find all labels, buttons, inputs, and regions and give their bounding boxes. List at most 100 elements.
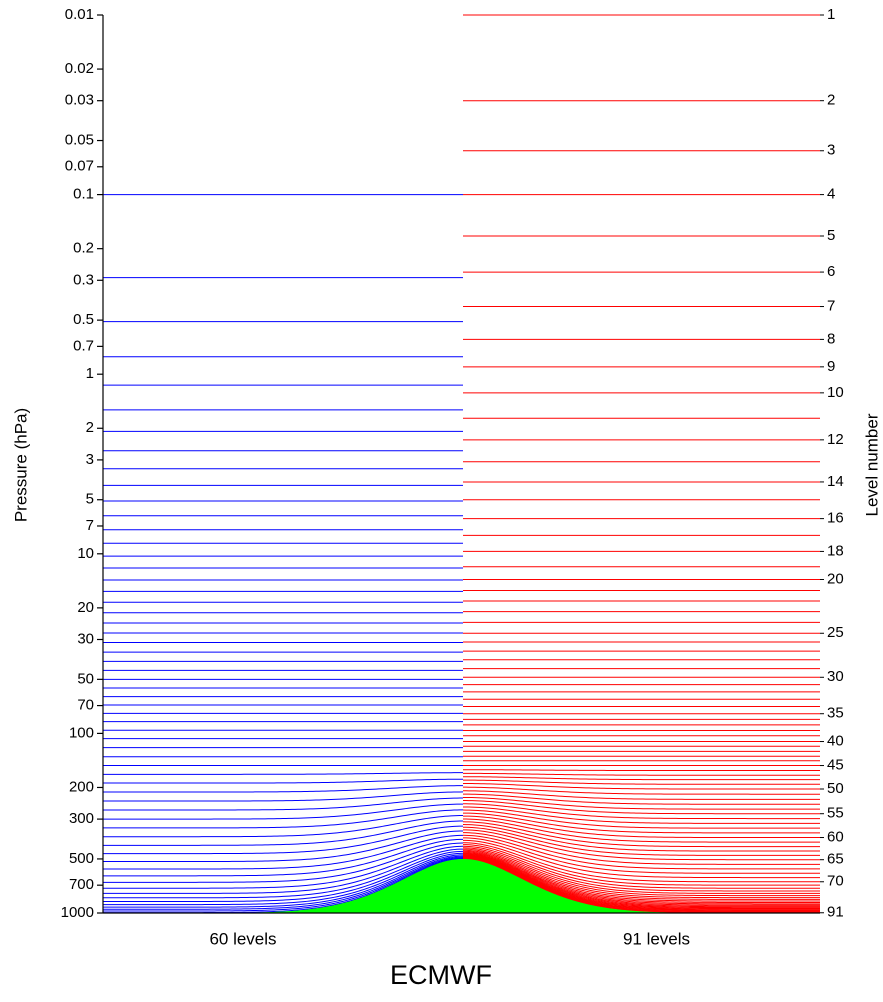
level-line	[462, 842, 820, 883]
level-line	[462, 815, 820, 839]
level-line	[462, 851, 820, 900]
level-line	[462, 854, 820, 906]
level-line	[462, 855, 820, 907]
level-line	[463, 783, 820, 790]
y2-tick-label: 65	[827, 851, 844, 868]
level-line	[103, 778, 464, 784]
level-line	[462, 850, 820, 899]
y2-tick-label: 14	[827, 473, 844, 490]
level-line	[462, 837, 820, 874]
y-tick-label: 0.02	[65, 60, 94, 77]
level-line	[462, 832, 820, 865]
y2-tick-label: 91	[827, 904, 844, 921]
y-tick-label: 1	[86, 365, 94, 382]
level-line	[462, 848, 820, 894]
y-tick-label: 100	[69, 724, 94, 741]
y-tick-label: 20	[77, 599, 94, 616]
level-line	[103, 797, 464, 811]
y-tick-label: 70	[77, 697, 94, 714]
level-line	[103, 815, 464, 838]
y2-tick-label: 9	[827, 358, 835, 375]
level-line	[462, 834, 820, 870]
level-line	[462, 849, 820, 897]
level-line	[462, 806, 820, 824]
level-line	[103, 772, 463, 775]
level-line	[462, 856, 820, 909]
level-line	[103, 820, 464, 846]
y2-tick-label: 3	[827, 142, 835, 159]
y-tick-label: 0.5	[73, 311, 94, 328]
y2-tick-label: 4	[827, 186, 835, 203]
y-tick-label: 1000	[61, 904, 94, 921]
y2-axis-label: Level number	[862, 413, 881, 516]
level-line	[103, 850, 464, 899]
y2-tick-label: 18	[827, 542, 844, 559]
y-tick-label: 200	[69, 778, 94, 795]
level-line	[462, 856, 820, 910]
level-line	[462, 793, 820, 805]
y-tick-label: 3	[86, 451, 94, 468]
y-tick-label: 0.05	[65, 132, 94, 149]
level-line	[103, 845, 464, 889]
y2-tick-label: 7	[827, 298, 835, 315]
y-tick-label: 30	[77, 630, 94, 647]
level-line	[462, 826, 820, 856]
level-line	[462, 824, 820, 852]
caption: ECMWF	[390, 960, 492, 990]
level-line	[462, 800, 820, 815]
level-line	[462, 790, 820, 800]
y-tick-label: 0.3	[73, 271, 94, 288]
y2-tick-label: 5	[827, 227, 835, 244]
y-tick-label: 0.2	[73, 240, 94, 257]
level-line	[103, 848, 464, 894]
level-line	[462, 847, 820, 892]
level-line	[463, 779, 820, 785]
y-tick-label: 0.1	[73, 186, 94, 203]
y2-tick-label: 16	[827, 510, 844, 527]
level-line	[462, 812, 820, 834]
level-line	[103, 857, 464, 912]
level-line	[462, 844, 820, 886]
level-line	[103, 834, 464, 870]
level-line	[103, 855, 464, 908]
level-line	[462, 829, 820, 861]
y-axis-label: Pressure (hPa)	[11, 408, 30, 522]
level-line	[103, 838, 464, 877]
level-line	[462, 821, 820, 848]
level-line	[462, 839, 820, 879]
y2-tick-label: 25	[827, 624, 844, 641]
y-tick-label: 0.07	[65, 158, 94, 175]
level-line	[462, 803, 820, 820]
y-tick-label: 500	[69, 850, 94, 867]
level-line	[462, 853, 820, 903]
y2-tick-label: 10	[827, 384, 844, 401]
level-line	[462, 845, 820, 889]
y-tick-label: 2	[86, 419, 94, 436]
y2-tick-label: 1	[827, 6, 835, 23]
level-line	[462, 786, 820, 795]
y2-tick-label: 12	[827, 431, 844, 448]
y2-tick-label: 2	[827, 92, 835, 109]
level-line	[103, 856, 464, 910]
level-line	[462, 855, 820, 908]
level-line	[463, 772, 820, 776]
y2-tick-label: 60	[827, 828, 844, 845]
y2-tick-label: 35	[827, 705, 844, 722]
y-tick-label: 10	[77, 545, 94, 562]
y-tick-label: 0.03	[65, 92, 94, 109]
level-line	[103, 825, 464, 855]
y-tick-label: 50	[77, 670, 94, 687]
y-tick-label: 700	[69, 876, 94, 893]
y2-tick-label: 40	[827, 733, 844, 750]
level-line	[103, 803, 464, 820]
y-tick-label: 0.01	[65, 6, 94, 23]
y-tick-label: 300	[69, 810, 94, 827]
y-tick-label: 5	[86, 491, 94, 508]
y2-tick-label: 8	[827, 330, 835, 347]
level-line	[103, 852, 464, 903]
y2-tick-label: 30	[827, 668, 844, 685]
level-line	[103, 791, 464, 802]
level-line	[103, 854, 464, 906]
y2-tick-label: 6	[827, 263, 835, 280]
